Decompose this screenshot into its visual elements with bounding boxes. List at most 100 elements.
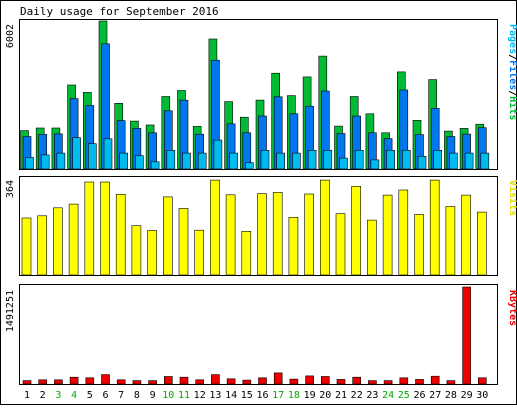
pages-bar	[88, 143, 97, 170]
visits-bar	[100, 181, 110, 276]
visits-bar	[21, 217, 32, 276]
visits-bar	[84, 181, 95, 276]
visits-bar	[461, 194, 471, 276]
visits-bar	[163, 196, 173, 276]
visits-bar	[241, 231, 252, 276]
visits-bar	[68, 203, 79, 276]
pages-bar	[307, 150, 317, 170]
visits-bar	[335, 213, 346, 276]
kbytes-bar	[430, 375, 440, 385]
x-tick-label: 11	[178, 390, 190, 401]
pages-bar	[276, 152, 286, 170]
kbytes-bar	[195, 379, 204, 385]
kbytes-bar	[148, 380, 157, 385]
pages-bar	[150, 161, 160, 170]
x-tick-label: 10	[162, 390, 174, 401]
x-tick-label: 21	[335, 390, 347, 401]
x-tick-label: 3	[55, 390, 61, 401]
kbytes-bar	[446, 380, 456, 385]
visits-bar	[398, 189, 409, 276]
visits-bar	[288, 217, 299, 276]
x-tick-label: 27	[429, 390, 441, 401]
x-tick-label: 15	[241, 390, 253, 401]
x-tick-label: 24	[382, 390, 394, 401]
pages-bar	[449, 152, 458, 170]
x-tick-label: 13	[209, 390, 221, 401]
panel-2-bars	[21, 179, 487, 276]
kbytes-bar	[336, 379, 346, 385]
x-tick-label: 14	[225, 390, 237, 401]
panel-3-max-label: 1491251	[5, 290, 16, 332]
hits-label: Hits	[507, 96, 517, 120]
pages-bar	[401, 150, 411, 170]
pages-bar	[166, 150, 176, 170]
pages-bar	[292, 152, 301, 170]
panel-1-bars	[20, 20, 490, 170]
pages-bar	[464, 152, 474, 170]
pages-bar	[245, 162, 254, 170]
visits-bar	[382, 194, 393, 276]
kbytes-panel	[19, 284, 498, 385]
pages-bar	[213, 139, 223, 170]
x-tick-label: 5	[87, 390, 93, 401]
x-tick-label: 23	[366, 390, 378, 401]
visits-bar	[414, 214, 424, 276]
panel-2-max-label: 364	[5, 180, 16, 198]
visits-bar	[178, 208, 189, 276]
visits-bar	[257, 193, 267, 276]
pages-bar	[182, 152, 191, 170]
x-tick-label: 22	[351, 390, 363, 401]
x-tick-label: 28	[445, 390, 457, 401]
kbytes-bar	[132, 380, 142, 385]
panel-1-axis-label: Pages/Files/Hits	[507, 24, 517, 120]
panel-3-bars	[22, 286, 487, 385]
pages-bar	[119, 152, 128, 170]
kbytes-bar	[101, 374, 110, 385]
x-tick-label: 18	[288, 390, 300, 401]
kbytes-bar	[273, 372, 283, 385]
pages-bar	[433, 150, 443, 170]
separator-label: /	[507, 90, 517, 96]
pages-bar	[323, 150, 333, 170]
kbytes-bar	[22, 380, 32, 385]
x-axis-labels: 1 2 3 4 5 6 7 8 9 10 11 12 13 14 15 16 17 18 19 20 21 22 23 24 2…	[24, 390, 488, 401]
x-tick-label: 7	[118, 390, 124, 401]
pages-bar	[40, 154, 50, 170]
visits-bar	[194, 229, 204, 276]
pages-bar	[135, 155, 144, 170]
files-label: Files	[507, 60, 517, 90]
pages-bar	[260, 150, 270, 170]
kbytes-bar	[415, 379, 424, 385]
visits-bar	[147, 230, 157, 276]
pages-bar	[386, 150, 395, 170]
pages-bar	[417, 156, 427, 170]
visits-bar	[210, 179, 220, 276]
visits-axis-label: Visits	[507, 180, 517, 216]
x-tick-label: 8	[134, 390, 140, 401]
visits-bar	[272, 192, 283, 276]
x-tick-label: 2	[40, 390, 46, 401]
kbytes-bar	[305, 375, 314, 385]
kbytes-bar	[383, 380, 393, 385]
kbytes-bar	[69, 376, 79, 385]
x-tick-label: 6	[102, 390, 108, 401]
chart-title: Daily usage for September 2016	[20, 5, 219, 18]
kbytes-bar	[399, 377, 409, 385]
kbytes-bar	[368, 380, 377, 385]
kbytes-bar	[54, 379, 63, 385]
kbytes-bar	[352, 376, 362, 385]
visits-bar	[225, 194, 236, 276]
visits-bar	[131, 225, 142, 276]
kbytes-bar	[226, 378, 236, 385]
pages-bar	[25, 157, 34, 170]
kbytes-bar	[242, 379, 252, 385]
pages-bar	[72, 137, 81, 170]
visits-bar	[445, 206, 456, 276]
visits-bar	[476, 211, 487, 276]
kbytes-bar	[258, 377, 267, 385]
kbytes-bar	[38, 379, 48, 385]
kbytes-bar	[164, 376, 173, 385]
pages-bar	[56, 152, 66, 170]
